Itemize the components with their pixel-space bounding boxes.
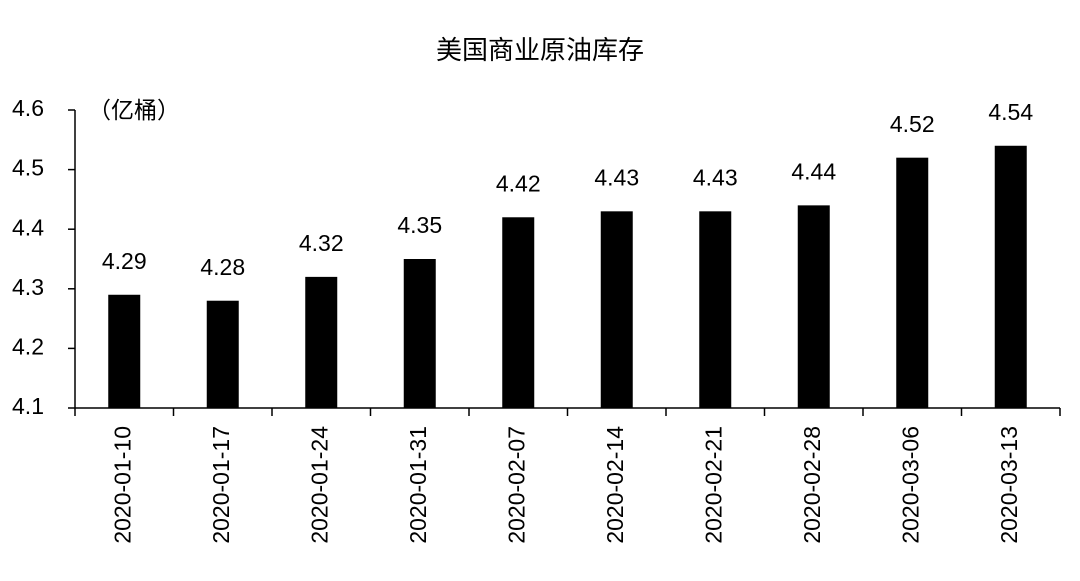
bar [600, 211, 633, 408]
value-label: 4.29 [102, 248, 147, 274]
x-tick-label: 2020-02-21 [700, 426, 726, 544]
value-label: 4.43 [594, 164, 639, 190]
y-axis-label: （亿桶） [88, 97, 180, 123]
x-tick-label: 2020-03-06 [897, 426, 923, 544]
y-tick-label: 4.6 [12, 95, 44, 121]
bar [502, 217, 535, 408]
x-tick-label: 2020-02-14 [602, 426, 628, 544]
value-label: 4.32 [299, 230, 344, 256]
y-tick-label: 4.5 [12, 155, 44, 181]
x-tick-label: 2020-02-28 [799, 426, 825, 544]
y-tick-label: 4.3 [12, 274, 44, 300]
bar [305, 276, 338, 408]
x-tick-label: 2020-02-07 [503, 426, 529, 544]
value-label: 4.42 [496, 170, 541, 196]
y-tick-label: 4.2 [12, 333, 44, 359]
bar [896, 157, 929, 408]
value-label: 4.44 [791, 158, 836, 184]
value-label: 4.54 [988, 99, 1033, 125]
value-label: 4.28 [200, 254, 245, 280]
value-label: 4.43 [693, 164, 738, 190]
x-tick-label: 2020-01-17 [208, 426, 234, 544]
bar [797, 205, 830, 408]
bar [403, 259, 436, 408]
y-tick-label: 4.1 [12, 393, 44, 419]
x-tick-label: 2020-01-10 [109, 426, 135, 544]
bar [206, 300, 239, 408]
value-label: 4.35 [397, 212, 442, 238]
value-label: 4.52 [890, 111, 935, 137]
x-tick-label: 2020-01-24 [306, 426, 332, 544]
bar [108, 294, 141, 408]
x-tick-label: 2020-01-31 [405, 426, 431, 544]
chart-title: 美国商业原油库存 [436, 35, 644, 65]
bar [994, 145, 1027, 408]
bar [699, 211, 732, 408]
x-tick-label: 2020-03-13 [996, 426, 1022, 544]
y-tick-label: 4.4 [12, 214, 44, 240]
